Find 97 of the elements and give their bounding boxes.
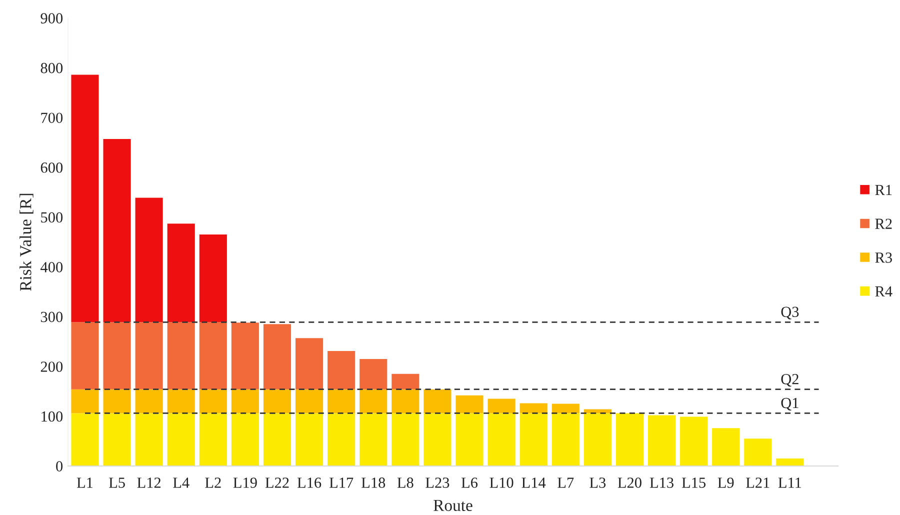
bar: [231, 413, 259, 466]
y-tick-label: 700: [41, 112, 63, 124]
bar: [296, 389, 324, 414]
legend-label: R2: [875, 218, 892, 229]
x-tick-label: L9: [718, 478, 734, 488]
y-tick-label: 600: [40, 162, 63, 173]
bar: [328, 351, 356, 390]
bar: [360, 389, 388, 414]
x-tick-label: L21: [746, 478, 770, 488]
bar: [552, 404, 580, 414]
bar: [167, 322, 195, 390]
bar: [231, 389, 259, 414]
bar: [488, 413, 516, 466]
x-tick-label: L18: [362, 478, 386, 488]
bar: [263, 389, 292, 414]
y-tick-label: 300: [40, 312, 63, 322]
x-tick-label: L6: [461, 478, 478, 488]
x-tick-label: L13: [650, 478, 674, 488]
bar: [360, 413, 388, 466]
bar: [520, 413, 548, 466]
bar: [71, 389, 99, 414]
x-tick-label: L1: [76, 478, 93, 488]
y-tick-label: 800: [40, 62, 63, 74]
legend-label: R4: [875, 286, 892, 296]
bar: [199, 389, 227, 414]
bar: [135, 413, 163, 466]
x-tick-label: L14: [522, 478, 546, 488]
x-tick-label: L22: [265, 478, 289, 488]
x-tick-label: L23: [426, 478, 450, 488]
bar: [616, 413, 644, 466]
bar: [392, 389, 420, 414]
x-tick-label: L5: [108, 478, 125, 488]
y-tick-label: 900: [40, 13, 63, 24]
y-tick-label: 400: [40, 262, 63, 272]
bar: [167, 224, 195, 322]
bar: [167, 413, 195, 466]
x-tick-label: L3: [590, 478, 606, 488]
y-tick-label: 200: [40, 362, 63, 372]
bar: [424, 413, 452, 466]
bar: [744, 438, 772, 466]
bar: [71, 322, 99, 390]
bar: [71, 413, 99, 466]
y-tick-label: 0: [56, 461, 63, 472]
bar: [263, 324, 292, 390]
bar: [103, 322, 131, 390]
bar: [199, 234, 227, 322]
bar: [712, 428, 740, 466]
x-tick-label: L17: [329, 478, 354, 488]
bar: [199, 413, 227, 466]
bar: [296, 413, 324, 466]
bar: [103, 138, 131, 322]
x-tick-label: L8: [397, 478, 414, 488]
bar: [776, 458, 804, 466]
x-axis-title: Route: [434, 500, 472, 512]
x-tick-label: L7: [558, 478, 574, 488]
bar: [328, 413, 356, 466]
x-tick-label: L19: [233, 478, 257, 488]
bar: [199, 322, 227, 390]
bar: [103, 389, 131, 414]
bar: [648, 415, 676, 466]
bar: [680, 416, 708, 466]
x-tick-label: L11: [778, 478, 802, 488]
bar: [135, 198, 163, 322]
ref-line-label: Q2: [781, 374, 798, 387]
bar: [456, 413, 484, 466]
bar: [520, 403, 548, 414]
x-tick-label: L2: [205, 478, 221, 488]
x-tick-label: L12: [137, 478, 161, 488]
x-tick-label: L4: [173, 478, 190, 488]
bar: [296, 338, 324, 390]
bar: [552, 413, 580, 466]
legend-label: R1: [875, 184, 892, 196]
y-axis-title: Risk Value [R]: [20, 194, 34, 291]
bar: [103, 413, 131, 466]
legend-label: R3: [875, 252, 892, 263]
x-tick-label: L10: [490, 478, 514, 488]
bar: [392, 413, 420, 466]
bar: [392, 374, 420, 390]
bar: [263, 413, 292, 466]
bar: [231, 322, 259, 390]
bar: [135, 389, 163, 414]
x-tick-label: L15: [682, 478, 706, 488]
bar: [360, 358, 388, 390]
bar: [456, 395, 484, 414]
bar: [167, 389, 195, 414]
bar: [71, 74, 99, 322]
bar: [488, 398, 516, 414]
bar: [584, 413, 612, 466]
y-tick-label: 500: [41, 212, 63, 223]
bar: [424, 389, 452, 414]
ref-line-label: Q3: [781, 306, 799, 320]
y-tick-label: 100: [42, 411, 63, 422]
ref-line-label: Q1: [781, 398, 798, 410]
x-tick-label: L20: [618, 478, 642, 488]
x-tick-label: L16: [297, 478, 322, 488]
bar: [135, 322, 163, 390]
bar: [328, 389, 356, 414]
